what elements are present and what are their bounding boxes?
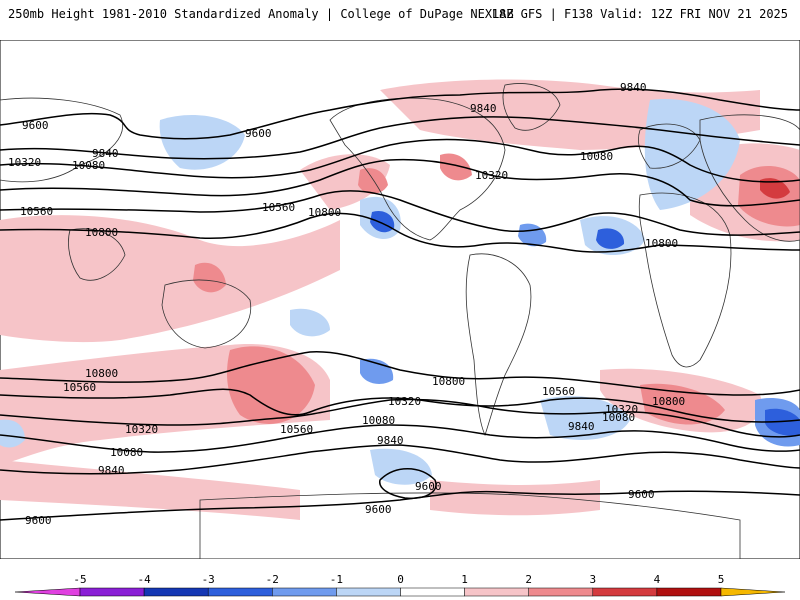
model-run-info: 18Z GFS | F138 Valid: 12Z FRI NOV 21 202… [491,7,788,21]
asia-outline [699,114,800,242]
contour-nh-9840 [0,116,800,160]
colorbar-tick-label: 2 [525,573,532,586]
label-sh-9600-east: 9600 [628,488,655,501]
label-sh-10560-west: 10560 [63,381,96,394]
colorbar-tick-label: -2 [266,573,279,586]
label-9840-greenland: 9840 [470,102,497,115]
label-9840-eurasia: 9840 [620,81,647,94]
label-sh-10800-east: 10800 [652,395,685,408]
label-sh-10800-center: 10800 [432,375,465,388]
label-sh-9840-west: 9840 [98,464,125,477]
colorbar-tick-label: -3 [202,573,215,586]
label-9840-pacific: 9840 [92,147,119,160]
colorbar-tick-labels: -5 -4 -3 -2 -1 0 1 2 3 4 5 [73,573,724,586]
colorbar-tick-label: -5 [73,573,86,586]
southeast-asia-outline [68,228,126,281]
height-contours [0,88,800,521]
south-america-outline [465,253,532,437]
colorbar-swatch [272,587,337,597]
colorbar-tick-label: 0 [397,573,404,586]
label-sh-10080-east: 10080 [602,411,635,424]
label-sh-9600-loop: 9600 [415,480,442,493]
contour-nh-9600 [0,88,800,140]
label-sh-9600-center: 9600 [365,503,392,516]
colorbar-swatch [464,587,529,597]
contour-sh-10320 [0,398,800,438]
colorbar-tick-label: 4 [654,573,661,586]
label-sh-10320-center: 10320 [388,395,421,408]
label-10320-america: 10320 [475,169,508,182]
colorbar-swatch [592,587,658,597]
label-10080-atlantic: 10080 [580,150,613,163]
label-sh-10560-east: 10560 [542,385,575,398]
label-9600-pacific: 9600 [245,127,272,140]
label-sh-9840-center: 9840 [377,434,404,447]
contour-sh-9840 [0,444,800,475]
label-sh-10560-pacific: 10560 [280,423,313,436]
asia-west-outline [0,97,123,183]
contour-sh-10560 [0,388,800,423]
continent-outlines [0,83,800,559]
label-sh-10800-west: 10800 [85,367,118,380]
label-sh-10080-center: 10080 [362,414,395,427]
colorbar-tick-label: 3 [589,573,596,586]
label-10560-west: 10560 [20,205,53,218]
label-10800-pacific: 10800 [308,206,341,219]
colorbar-swatch [528,587,594,597]
label-sh-10320-west: 10320 [125,423,158,436]
contour-sh-9600-loop [379,468,437,500]
map-title: 250mb Height 1981-2010 Standardized Anom… [8,7,514,21]
contour-nh-10320 [0,158,800,207]
colorbar-right-extend [720,587,786,597]
label-10800-atlantic: 10800 [645,237,678,250]
greenland-outline [502,83,561,131]
colorbar-tick-label: 1 [461,573,468,586]
contour-nh-10080 [0,138,800,183]
label-sh-9600-west: 9600 [25,514,52,527]
label-9600-west: 9600 [22,119,49,132]
colorbar-tick-label: -1 [330,573,343,586]
label-10560-pacific: 10560 [262,201,295,214]
colorbar-left-extend [14,587,81,597]
anomaly-colorbar: -5 -4 -3 -2 -1 0 1 2 3 4 5 [14,573,786,597]
colorbar-swatch [79,587,145,597]
contour-sh-10800 [0,351,800,396]
colorbar-swatch [400,587,465,597]
label-sh-9840-east: 9840 [568,420,595,433]
label-10320-west: 10320 [8,156,41,169]
anomaly-map: 9600 9600 9840 9840 9840 10080 10080 103… [0,40,800,559]
colorbar-tick-label: -4 [137,573,151,586]
africa-outline [638,192,732,368]
north-america-outline [329,97,506,241]
contour-sh-9600 [0,490,800,521]
label-10080-pacific: 10080 [72,159,105,172]
colorbar-swatches [14,587,786,597]
contour-nh-10800 [0,212,800,253]
colorbar-swatch [336,587,401,597]
label-sh-10320-east: 10320 [605,403,638,416]
colorbar-swatch [207,587,273,597]
colorbar-tick-label: 5 [718,573,725,586]
colorbar-swatch [143,587,209,597]
contour-sh-10080 [0,424,800,453]
australia-outline [161,279,252,349]
contour-labels: 9600 9600 9840 9840 9840 10080 10080 103… [8,81,685,527]
colorbar-swatch [656,587,722,597]
contour-nh-10560 [0,190,800,236]
label-10800-west: 10800 [85,226,118,239]
negative-anomaly-shading [0,99,800,485]
antarctica-outline [199,492,741,559]
label-sh-10080-west: 10080 [110,446,143,459]
